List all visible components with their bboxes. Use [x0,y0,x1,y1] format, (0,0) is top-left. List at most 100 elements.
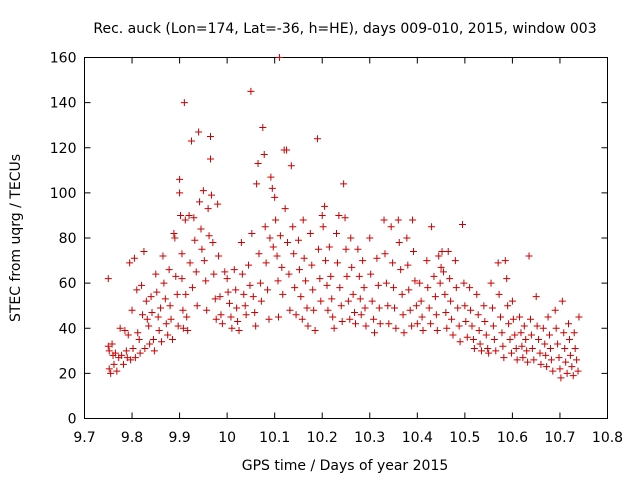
data-point-20 [128,306,136,314]
data-point-7 [110,360,118,368]
data-point-192 [336,284,344,292]
data-point-52 [166,302,174,310]
data-point-81 [196,198,204,206]
data-point-238 [400,329,408,337]
data-point-70 [183,313,191,321]
data-point-89 [205,232,213,240]
data-point-330 [525,252,533,260]
data-point-353 [556,365,564,373]
data-point-122 [249,293,257,301]
data-point-188 [330,324,338,332]
data-point-256 [427,320,435,328]
data-point-323 [517,329,525,337]
data-point-123 [251,308,259,316]
data-point-306 [495,290,503,298]
data-point-163 [298,315,306,323]
data-point-61 [176,189,184,197]
data-point-346 [546,345,554,353]
data-point-178 [318,211,326,219]
data-point-92 [207,191,215,199]
data-point-179 [319,223,327,231]
data-point-43 [155,327,163,335]
data-point-23 [131,354,139,362]
data-point-258 [430,272,438,280]
data-point-63 [178,250,186,258]
x-tick-label: 10.5 [449,430,480,446]
data-point-242 [406,306,414,314]
data-point-132 [261,223,269,231]
data-point-311 [501,257,509,265]
data-point-155 [287,162,295,170]
data-point-74 [187,137,195,145]
data-point-143 [274,277,282,285]
data-point-53 [167,315,175,323]
data-point-3 [105,365,113,373]
data-point-72 [185,211,193,219]
data-point-352 [555,354,563,362]
data-point-369 [575,313,583,321]
data-point-304 [492,347,500,355]
y-tick-label: 120 [50,141,77,157]
data-point-207 [355,272,363,280]
data-point-211 [360,284,368,292]
data-point-230 [390,284,398,292]
data-point-111 [234,317,242,325]
data-point-76 [190,214,198,222]
y-axis-label: STEC from uqrg / TECUs [8,154,24,322]
data-point-223 [380,216,388,224]
data-point-153 [285,270,293,278]
data-point-19 [127,356,135,364]
data-point-263 [436,279,444,287]
data-point-299 [485,349,493,357]
data-point-185 [327,272,335,280]
data-point-107 [228,324,236,332]
data-point-251 [418,313,426,321]
data-point-303 [490,336,498,344]
data-point-218 [371,329,379,337]
data-point-33 [143,315,151,323]
data-point-321 [513,356,521,364]
data-point-9 [113,367,121,375]
data-point-18 [126,259,134,267]
data-point-55 [170,229,178,237]
x-tick-label: 9.8 [121,430,143,446]
data-point-336 [533,322,541,330]
data-point-360 [565,320,573,328]
data-point-191 [335,211,343,219]
data-point-358 [562,358,570,366]
data-point-87 [203,306,211,314]
data-point-176 [316,275,324,283]
data-point-51 [165,266,173,274]
data-point-354 [557,374,565,382]
data-point-220 [374,281,382,289]
data-point-126 [254,160,262,168]
data-point-197 [342,245,350,253]
data-point-264 [437,263,445,271]
data-point-216 [368,297,376,305]
data-point-96 [212,315,220,323]
data-point-166 [302,277,310,285]
data-point-67 [180,99,188,107]
data-point-364 [569,372,577,380]
data-point-217 [370,315,378,323]
data-point-202 [348,263,356,271]
data-point-139 [269,243,277,251]
data-point-237 [399,311,407,319]
data-point-68 [181,216,189,224]
data-point-262 [435,252,443,260]
data-point-355 [558,297,566,305]
data-point-138 [268,184,276,192]
y-tick-label: 40 [59,321,77,337]
y-tick-label: 160 [50,51,77,67]
data-point-309 [499,342,507,350]
data-point-180 [321,202,329,210]
data-point-40 [152,270,160,278]
data-point-195 [340,180,348,188]
data-point-340 [539,324,547,332]
data-point-17 [124,331,132,339]
data-point-255 [425,304,433,312]
data-point-14 [121,327,129,335]
data-point-24 [133,286,141,294]
data-point-201 [347,234,355,242]
